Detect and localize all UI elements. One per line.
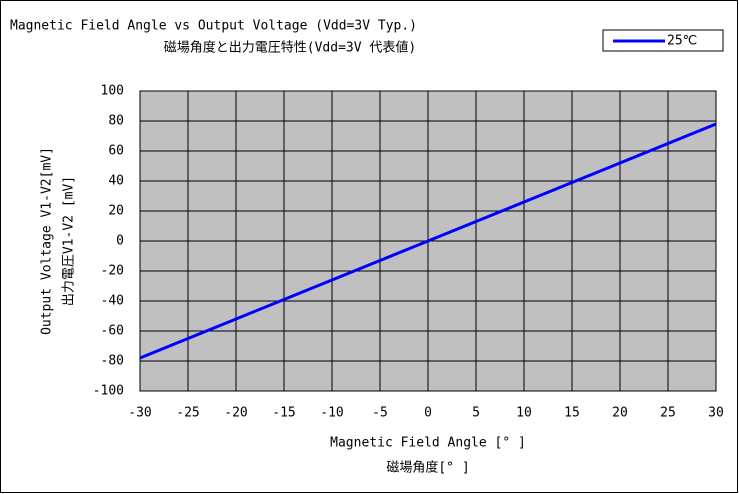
data-line <box>139 122 717 360</box>
y-tick-label: 40 <box>108 174 124 189</box>
x-axis-label: Magnetic Field Angle [° ] <box>330 436 526 451</box>
x-tick-label: 30 <box>708 406 724 421</box>
y-tick-label: -60 <box>101 324 124 339</box>
x-tick-label: 15 <box>564 406 580 421</box>
y-axis-label: 出力電圧V1-V2 [mV] <box>62 176 77 306</box>
y-tick-label: -40 <box>101 294 124 309</box>
x-tick-label: -30 <box>128 406 151 421</box>
y-tick-label: 100 <box>101 84 124 99</box>
x-tick-label: 20 <box>612 406 628 421</box>
y-tick-label: 20 <box>108 204 124 219</box>
x-tick-label: -10 <box>320 406 343 421</box>
chart-subtitle: 磁場角度と出力電圧特性(Vdd=3V 代表値) <box>164 40 416 56</box>
y-tick-label: -100 <box>93 384 124 399</box>
y-tick-label: 60 <box>108 144 124 159</box>
legend-label: 25℃ <box>667 34 697 49</box>
x-tick-label: 0 <box>424 406 432 421</box>
x-tick-label: 5 <box>472 406 480 421</box>
y-tick-label: 0 <box>116 234 124 249</box>
y-tick-label: -80 <box>101 354 124 369</box>
x-tick-label: -25 <box>176 406 199 421</box>
chart-title: Magnetic Field Angle vs Output Voltage (… <box>10 19 417 34</box>
x-tick-label: -5 <box>372 406 388 421</box>
y-tick-label: 80 <box>108 114 124 129</box>
x-tick-label: -15 <box>272 406 295 421</box>
y-tick-label: -20 <box>101 264 124 279</box>
x-axis-label: 磁場角度[° ] <box>386 460 469 476</box>
x-tick-label: 10 <box>516 406 532 421</box>
y-axis-label: Output Voltage V1-V2[mV] <box>40 147 55 335</box>
x-tick-label: 25 <box>660 406 676 421</box>
x-tick-label: -20 <box>224 406 247 421</box>
